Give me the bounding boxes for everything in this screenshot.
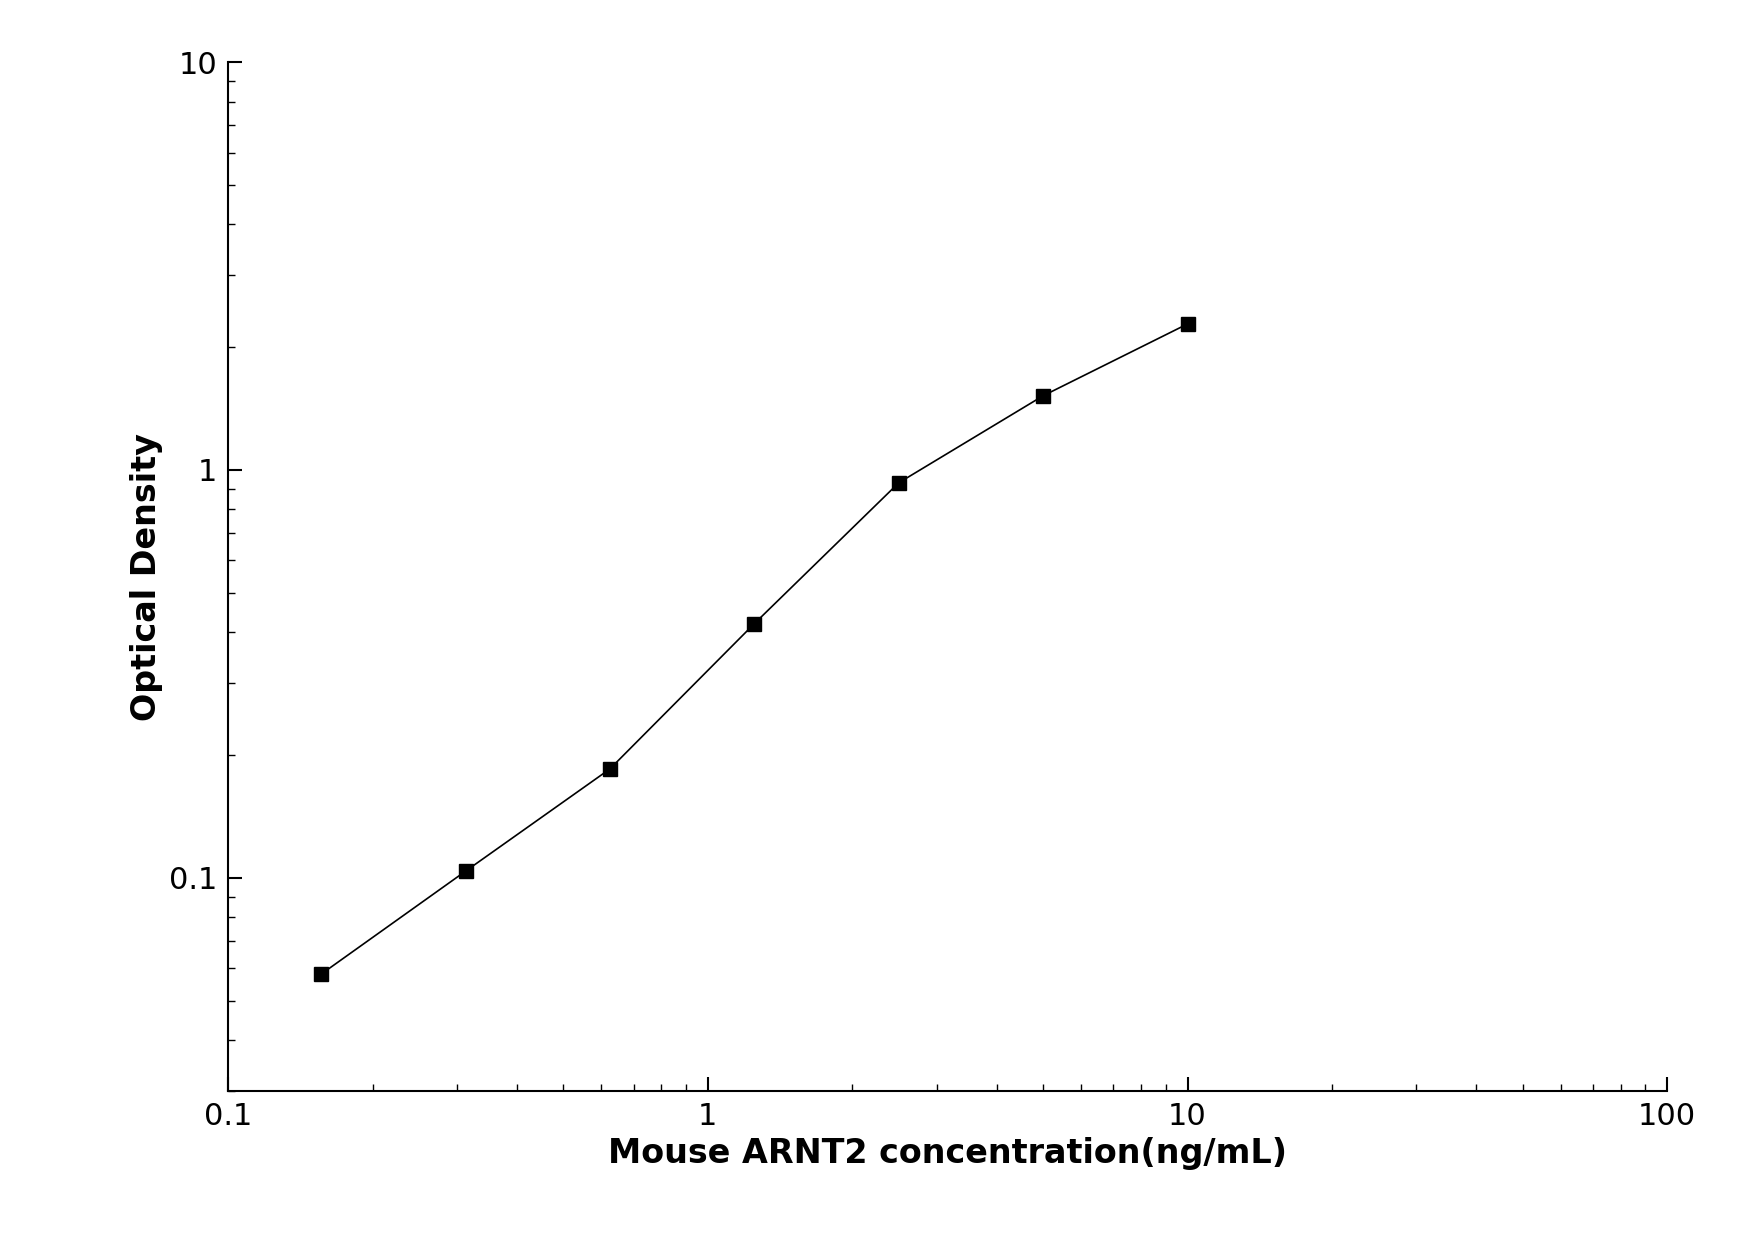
Y-axis label: Optical Density: Optical Density (130, 433, 163, 720)
X-axis label: Mouse ARNT2 concentration(ng/mL): Mouse ARNT2 concentration(ng/mL) (609, 1137, 1286, 1169)
